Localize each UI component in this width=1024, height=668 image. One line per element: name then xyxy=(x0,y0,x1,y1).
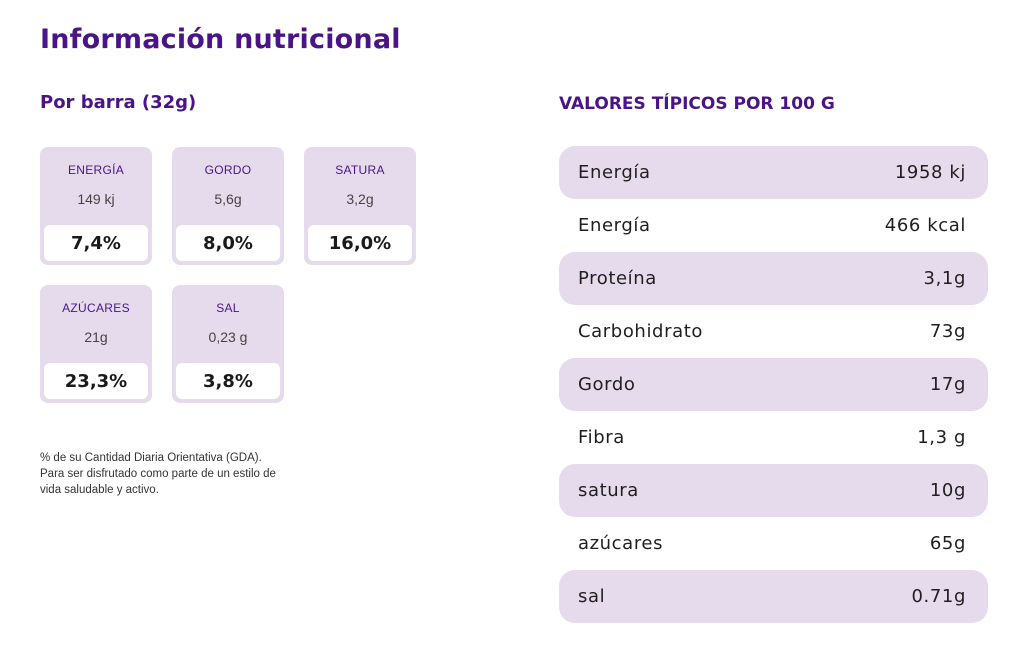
row-name: satura xyxy=(578,480,639,501)
footnote-line: vida saludable y activo. xyxy=(40,484,159,496)
card-amount: 149 kj xyxy=(77,191,115,207)
card-label: SATURA xyxy=(335,163,385,177)
card-amount: 21g xyxy=(84,329,108,345)
row-value: 466 kcal xyxy=(884,215,966,236)
page-title: Información nutricional xyxy=(40,24,401,55)
row-name: azúcares xyxy=(578,533,664,554)
card-percent: 7,4% xyxy=(44,225,148,261)
per-bar-heading: Por barra (32g) xyxy=(40,92,197,113)
table-row: Fibra 1,3 g xyxy=(559,411,988,464)
nutrient-card-sugars: AZÚCARES 21g 23,3% xyxy=(40,285,152,403)
card-amount: 5,6g xyxy=(214,191,242,207)
footnote-line: Para ser disfrutado como parte de un est… xyxy=(40,468,276,480)
card-amount: 0,23 g xyxy=(208,329,248,345)
row-name: Carbohidrato xyxy=(578,321,703,342)
row-value: 10g xyxy=(929,480,966,501)
row-name: Fibra xyxy=(578,427,625,448)
row-value: 17g xyxy=(929,374,966,395)
card-percent: 23,3% xyxy=(44,363,148,399)
row-name: Proteína xyxy=(578,268,657,289)
row-value: 0.71g xyxy=(911,586,966,607)
row-name: sal xyxy=(578,586,606,607)
row-value: 1,3 g xyxy=(917,427,966,448)
table-row: azúcares 65g xyxy=(559,517,988,570)
table-row: Gordo 17g xyxy=(559,358,988,411)
nutrient-card-energy: ENERGÍA 149 kj 7,4% xyxy=(40,147,152,265)
row-name: Energía xyxy=(578,162,651,183)
table-row: Energía 1958 kj xyxy=(559,146,988,199)
row-name: Energía xyxy=(578,215,651,236)
row-name: Gordo xyxy=(578,374,636,395)
row-value: 73g xyxy=(929,321,966,342)
table-row: Energía 466 kcal xyxy=(559,199,988,252)
table-row: sal 0.71g xyxy=(559,570,988,623)
card-label: GORDO xyxy=(204,163,252,177)
card-percent: 16,0% xyxy=(308,225,412,261)
nutrient-card-salt: SAL 0,23 g 3,8% xyxy=(172,285,284,403)
card-amount: 3,2g xyxy=(346,191,374,207)
card-label: AZÚCARES xyxy=(62,301,130,315)
table-row: satura 10g xyxy=(559,464,988,517)
card-label: ENERGÍA xyxy=(67,163,125,177)
typical-values-table: Energía 1958 kj Energía 466 kcal Proteín… xyxy=(559,146,988,623)
nutrient-card-saturates: SATURA 3,2g 16,0% xyxy=(304,147,416,265)
table-row: Proteína 3,1g xyxy=(559,252,988,305)
row-value: 65g xyxy=(929,533,966,554)
row-value: 3,1g xyxy=(923,268,966,289)
card-percent: 3,8% xyxy=(176,363,280,399)
footnote-line: % de su Cantidad Diaria Orientativa (GDA… xyxy=(40,452,262,464)
card-label: SAL xyxy=(216,301,240,315)
typical-values-heading: VALORES TÍPICOS POR 100 G xyxy=(559,94,835,114)
row-value: 1958 kj xyxy=(894,162,966,183)
gda-footnote: % de su Cantidad Diaria Orientativa (GDA… xyxy=(40,450,330,498)
card-percent: 8,0% xyxy=(176,225,280,261)
nutrient-card-fat: GORDO 5,6g 8,0% xyxy=(172,147,284,265)
table-row: Carbohidrato 73g xyxy=(559,305,988,358)
